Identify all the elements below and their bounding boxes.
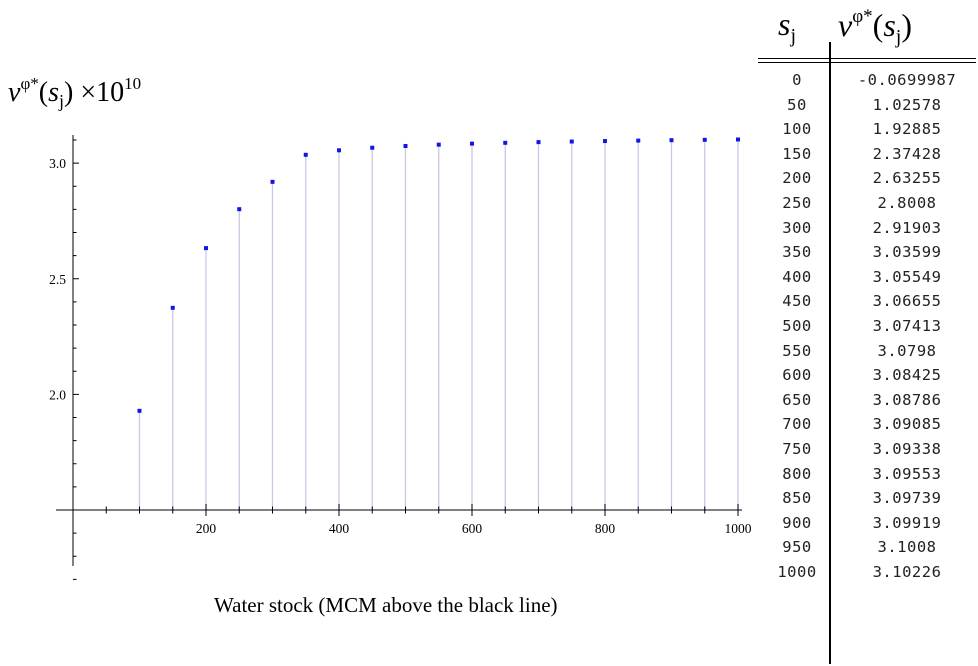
table-cell-s: 50 <box>787 95 807 114</box>
x-tick-label: 200 <box>196 521 217 536</box>
header-v-open: ( <box>872 7 884 43</box>
table-cell-s: 800 <box>782 464 812 483</box>
table-cell-v: -0.0699987 <box>857 71 957 89</box>
data-point <box>603 139 607 144</box>
data-point <box>370 145 375 150</box>
table-cell-v: 2.63255 <box>872 169 942 188</box>
table-cell-v: 1.02578 <box>872 95 942 114</box>
table-cell-v: 3.05549 <box>872 267 942 286</box>
y-label-arg: s <box>48 77 59 108</box>
y-label-var: v <box>8 77 21 108</box>
table-cell-v: 1.92885 <box>872 120 942 139</box>
table-cell-s: 550 <box>782 341 812 360</box>
x-tick-label: 400 <box>329 521 350 536</box>
header-v-close: ) <box>901 7 912 43</box>
header-v-var: v <box>838 7 853 43</box>
table-cell-v: 3.1008 <box>877 538 937 557</box>
table-cell-s: 450 <box>782 292 812 311</box>
table-cell-s: 400 <box>782 267 812 286</box>
data-point <box>470 141 474 146</box>
y-tick-label: 3.0 <box>49 156 66 171</box>
x-tick-label: 1000 <box>725 521 752 536</box>
data-point <box>403 143 408 148</box>
data-point <box>669 138 674 143</box>
data-point <box>270 179 275 184</box>
y-label-scale: ×10 <box>73 77 125 108</box>
x-tick-label: 600 <box>462 521 483 536</box>
table-column-divider <box>829 42 831 664</box>
data-point <box>636 138 641 143</box>
table-cell-s: 100 <box>782 120 812 139</box>
table-cell-s: 1000 <box>777 562 817 581</box>
data-point <box>736 137 740 142</box>
data-point <box>503 140 508 145</box>
stem-plot: 200 400 600 800 1000 2.0 2.5 3.0 <box>49 135 752 580</box>
data-point <box>569 139 574 144</box>
table-cell-v: 3.09739 <box>872 489 942 508</box>
data-point <box>337 148 341 153</box>
table-cell-v: 3.08425 <box>872 366 942 385</box>
data-point <box>137 408 142 413</box>
table-header-rule-top <box>758 58 976 59</box>
table-cell-s: 600 <box>782 366 812 385</box>
y-label-sub: j <box>58 91 64 111</box>
table-cell-v: 3.08786 <box>872 390 942 409</box>
header-v-arg: s <box>883 7 896 43</box>
table-header-s: sj <box>778 6 796 48</box>
header-v-sup: φ* <box>852 6 873 27</box>
table-cell-s: 0 <box>792 71 802 89</box>
table-cell-v: 3.10226 <box>872 562 942 581</box>
table-cell-v: 3.0798 <box>877 341 937 360</box>
data-point <box>303 152 308 157</box>
y-label-close: ) <box>64 77 74 108</box>
table-cell-v: 3.03599 <box>872 243 942 262</box>
header-s-var: s <box>778 6 791 42</box>
table-cell-s: 650 <box>782 390 812 409</box>
table-cell-s: 850 <box>782 489 812 508</box>
table-header-rule-bottom <box>758 62 976 63</box>
table-cell-s: 950 <box>782 538 812 557</box>
y-tick-label: 2.5 <box>49 272 66 287</box>
table-cell-v: 3.09919 <box>872 513 942 532</box>
data-point <box>702 137 707 142</box>
y-label-scale-exp: 10 <box>124 74 142 93</box>
data-point <box>204 246 208 251</box>
table-cell-v: 3.09338 <box>872 439 942 458</box>
table-cell-v: 3.09085 <box>872 415 942 434</box>
table-cell-s: 700 <box>782 415 812 434</box>
table-cell-s: 150 <box>782 144 812 163</box>
table-cell-s: 350 <box>782 243 812 262</box>
data-point <box>170 305 175 310</box>
y-axis-label: vφ*(sj) ×1010 <box>8 74 141 112</box>
x-tick-label: 800 <box>595 521 616 536</box>
x-axis-label: Water stock (MCM above the black line) <box>214 593 558 617</box>
data-point <box>237 207 242 212</box>
table-cell-v: 2.37428 <box>872 144 942 163</box>
data-point <box>436 142 441 147</box>
table-header-v: vφ*(sj) <box>838 6 912 49</box>
table-cell-v: 2.91903 <box>872 218 942 237</box>
table-cell-s: 750 <box>782 439 812 458</box>
table-cell-v: 3.07413 <box>872 316 942 335</box>
header-v-sub: j <box>895 26 902 48</box>
y-label-sup: φ* <box>20 74 39 93</box>
table-cell-s: 300 <box>782 218 812 237</box>
y-label-open: ( <box>38 77 49 108</box>
table-cell-v: 3.09553 <box>872 464 942 483</box>
y-tick-label: 2.0 <box>49 387 66 402</box>
header-s-sub: j <box>790 25 797 47</box>
table-cell-s: 900 <box>782 513 812 532</box>
table-cell-s: 500 <box>782 316 812 335</box>
data-point <box>536 140 541 145</box>
table-cell-v: 3.06655 <box>872 292 942 311</box>
table-cell-v: 2.8008 <box>877 193 937 212</box>
table-cell-s: 200 <box>782 169 812 188</box>
table-cell-s: 250 <box>782 193 812 212</box>
